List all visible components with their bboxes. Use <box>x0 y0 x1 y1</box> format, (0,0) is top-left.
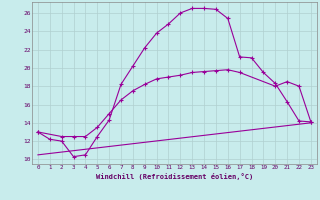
X-axis label: Windchill (Refroidissement éolien,°C): Windchill (Refroidissement éolien,°C) <box>96 173 253 180</box>
